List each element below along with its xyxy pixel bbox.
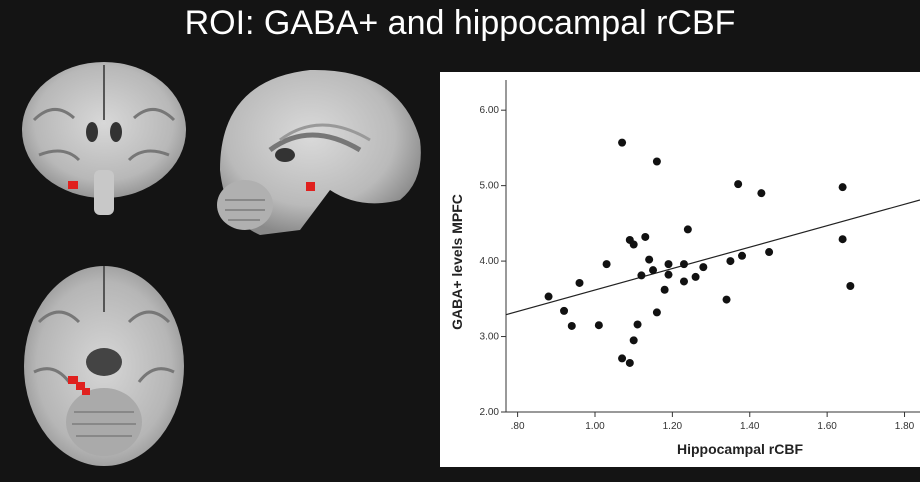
x-tick-label: 1.60 — [817, 421, 837, 432]
data-point — [629, 240, 638, 249]
data-point — [602, 260, 611, 269]
data-point — [575, 278, 584, 287]
x-tick-label: 1.40 — [740, 421, 760, 432]
x-tick-label: 1.00 — [585, 421, 605, 432]
data-point — [645, 255, 654, 264]
data-point — [560, 306, 569, 315]
data-point — [722, 295, 731, 304]
data-point — [594, 321, 603, 330]
data-point — [618, 354, 627, 363]
data-point — [641, 232, 650, 241]
y-tick-label: 6.00 — [480, 105, 500, 116]
data-point — [629, 336, 638, 345]
data-point — [544, 292, 553, 301]
y-tick-label: 4.00 — [480, 256, 500, 267]
fit-line-group — [505, 199, 920, 316]
sagittal-brain-slice — [217, 69, 421, 235]
axes: 2.00 3.00 4.00 5.00 6.00 .80 1.00 1.20 1.40 1.60 1… — [480, 80, 920, 432]
data-point — [660, 285, 669, 294]
scatter-plot: 2.00 3.00 4.00 5.00 6.00 .80 1.00 1.20 1.40 1.60 1… — [449, 80, 920, 457]
data-point — [649, 266, 658, 275]
coronal-brain-slice — [22, 62, 186, 215]
data-point — [664, 270, 673, 279]
data-point — [652, 308, 661, 317]
data-point — [652, 157, 661, 166]
x-tick-label: 1.80 — [895, 421, 915, 432]
data-point — [738, 251, 747, 260]
fit-line — [505, 199, 920, 316]
data-point — [734, 180, 743, 189]
data-points — [544, 138, 855, 367]
page-title: ROI: GABA+ and hippocampal rCBF — [184, 4, 736, 42]
data-point — [625, 358, 634, 367]
data-point — [838, 235, 847, 244]
y-tick-label: 3.00 — [480, 332, 500, 343]
data-point — [567, 321, 576, 330]
data-point — [726, 257, 735, 266]
data-point — [633, 320, 642, 329]
y-tick-label: 5.00 — [480, 181, 500, 192]
data-point — [679, 277, 688, 286]
data-point — [765, 248, 774, 257]
axial-brain-slice — [24, 266, 184, 466]
data-point — [699, 263, 708, 272]
data-point — [757, 189, 766, 198]
x-tick-label: .80 — [511, 421, 525, 432]
x-tick-label: 1.20 — [663, 421, 683, 432]
y-tick-label: 2.00 — [480, 407, 500, 418]
data-point — [691, 272, 700, 281]
x-axis-label: Hippocampal rCBF — [677, 441, 803, 457]
data-point — [664, 260, 673, 269]
data-point — [838, 183, 847, 192]
data-point — [618, 138, 627, 147]
data-point — [846, 281, 855, 290]
y-axis-label: GABA+ levels MPFC — [449, 194, 465, 330]
scatter-plot-panel: 2.00 3.00 4.00 5.00 6.00 .80 1.00 1.20 1.40 1.60 1… — [440, 72, 920, 467]
data-point — [683, 225, 692, 234]
data-point — [679, 260, 688, 269]
data-point — [637, 271, 646, 280]
